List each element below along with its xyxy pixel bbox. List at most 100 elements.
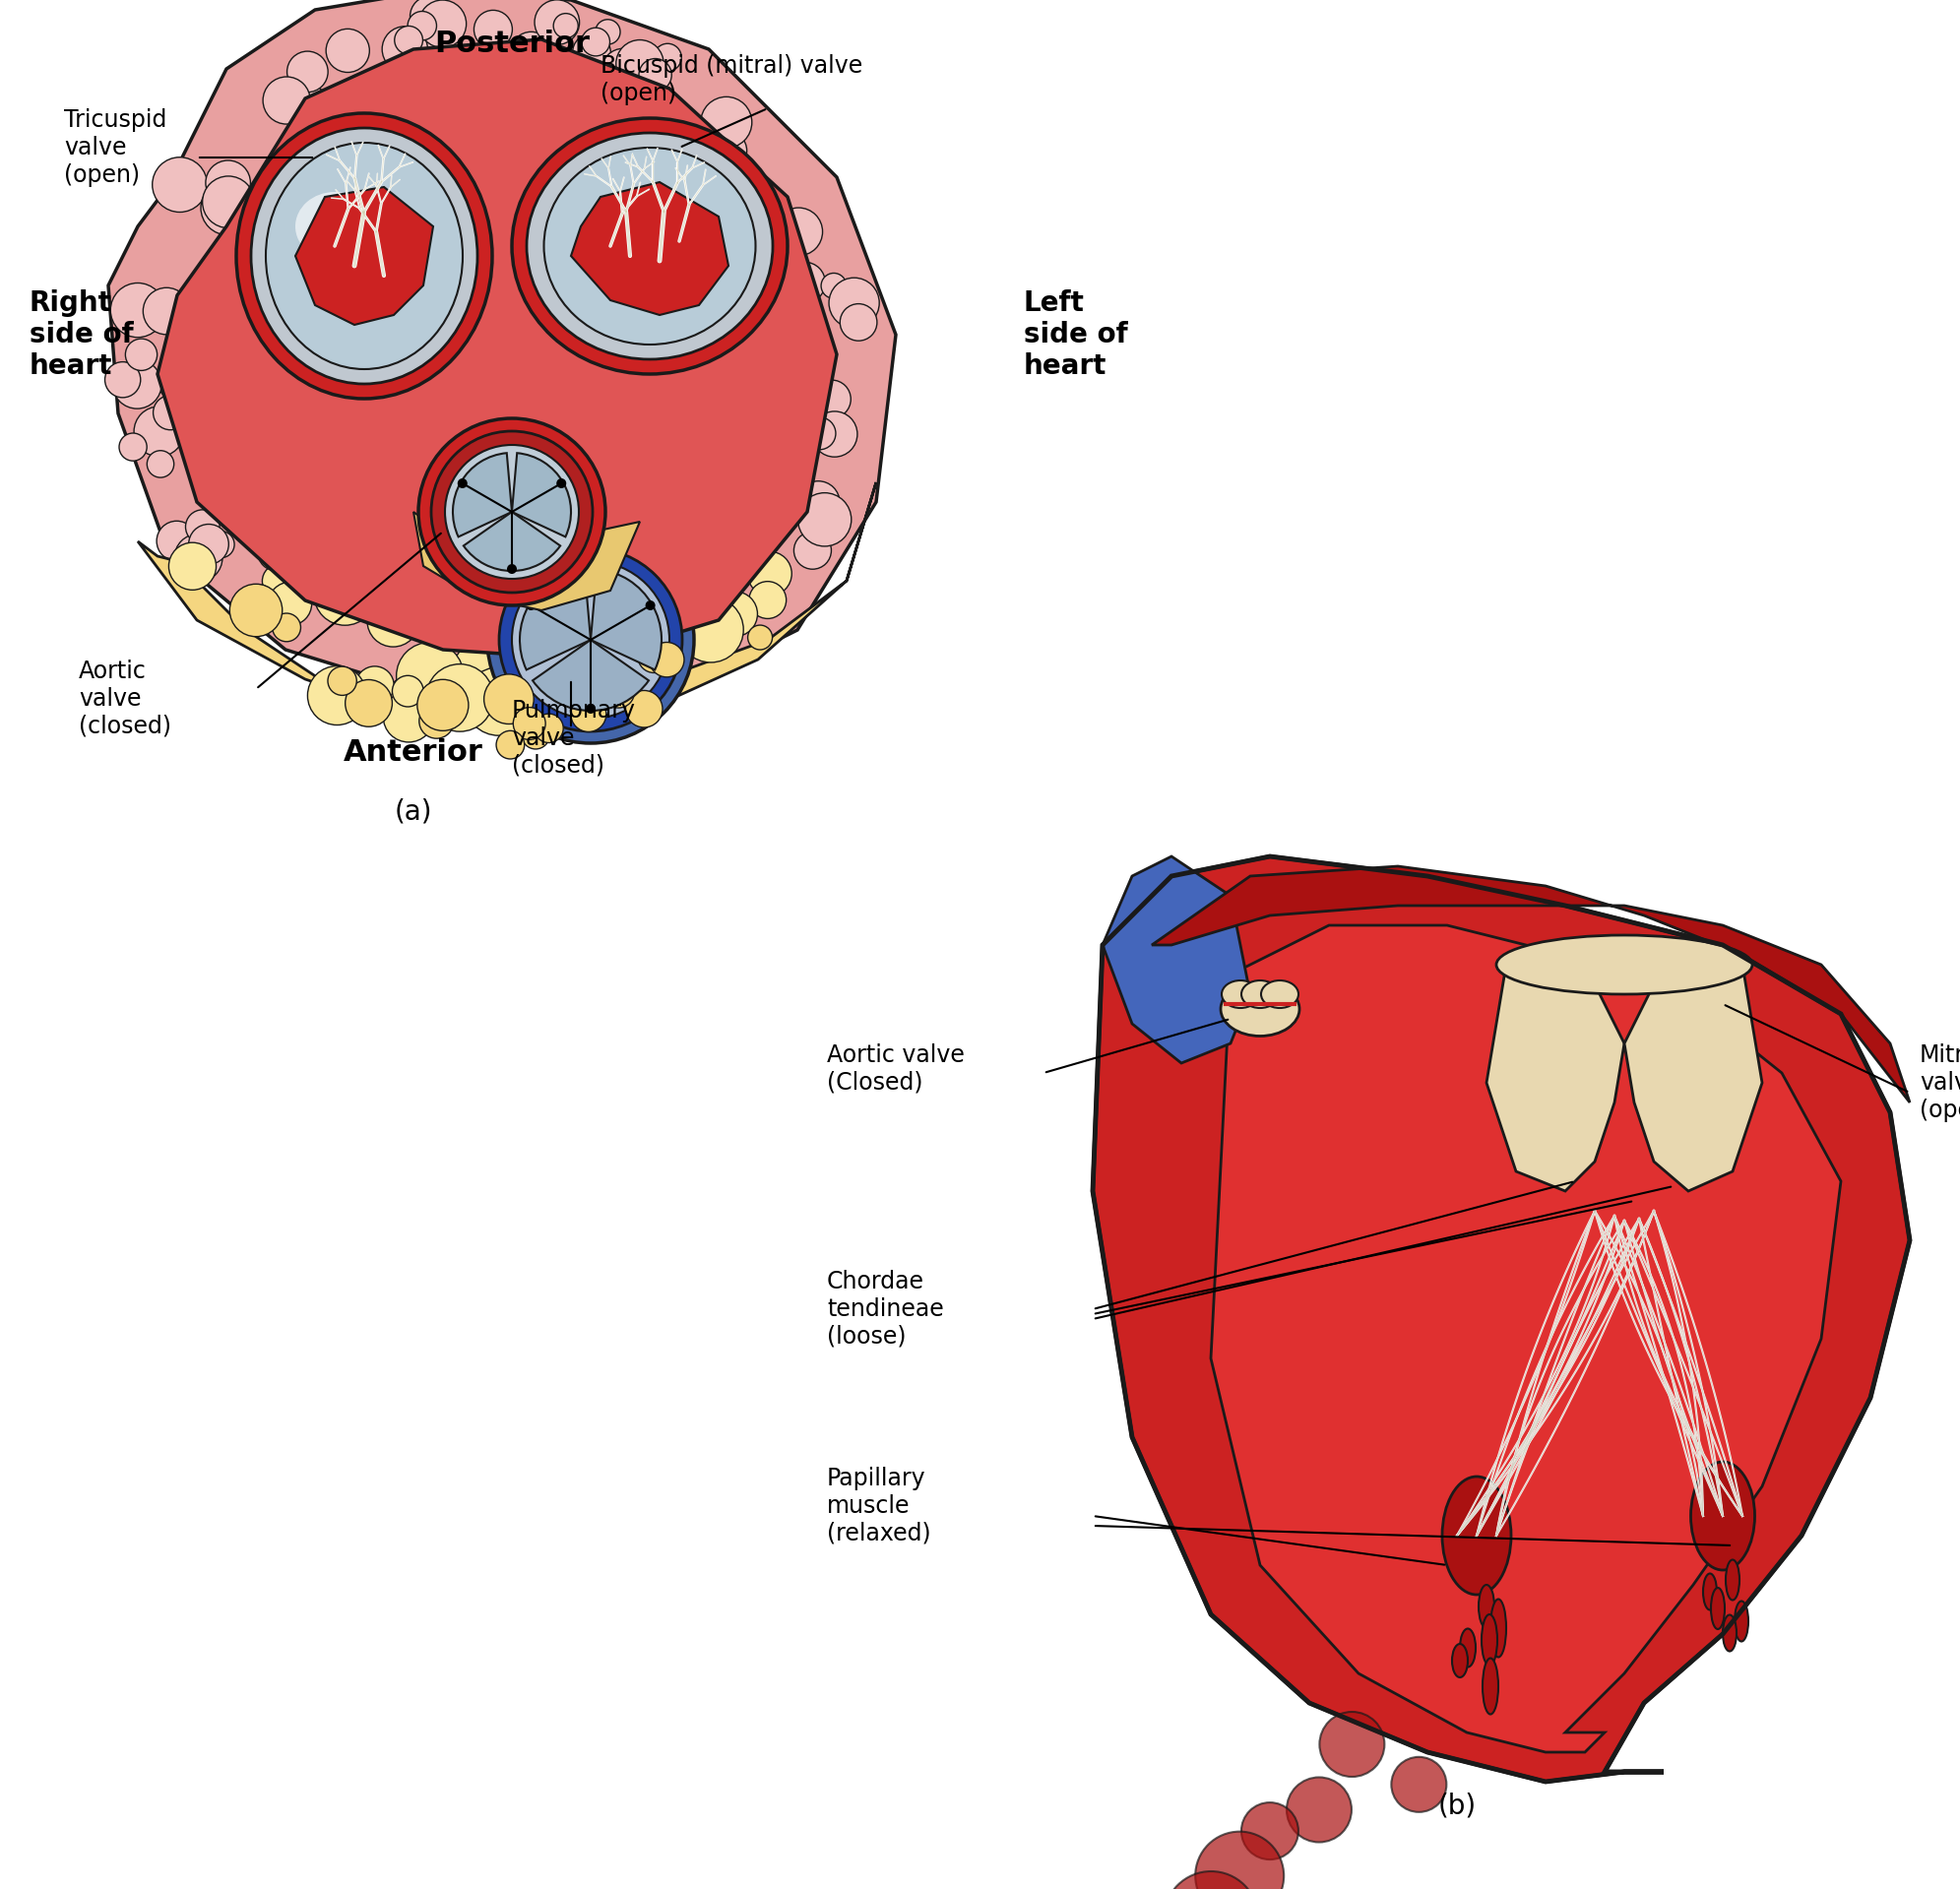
Circle shape (202, 176, 255, 229)
Polygon shape (1625, 944, 1762, 1192)
Circle shape (208, 531, 235, 557)
Circle shape (269, 582, 312, 625)
Circle shape (294, 531, 333, 570)
Circle shape (125, 338, 157, 370)
Circle shape (625, 586, 661, 620)
Circle shape (1241, 1802, 1298, 1859)
Text: Mitral
valve
(open): Mitral valve (open) (1919, 1043, 1960, 1122)
Circle shape (829, 278, 880, 329)
Circle shape (563, 599, 619, 655)
Ellipse shape (1711, 1589, 1725, 1628)
Circle shape (774, 208, 823, 255)
Text: Posterior: Posterior (433, 30, 590, 59)
Circle shape (811, 412, 857, 457)
Ellipse shape (1443, 1477, 1511, 1594)
Circle shape (637, 640, 670, 672)
Circle shape (521, 722, 549, 750)
Circle shape (263, 77, 310, 125)
Text: Chordae
tendineae
(loose): Chordae tendineae (loose) (827, 1269, 945, 1349)
Circle shape (143, 287, 190, 334)
Polygon shape (1211, 926, 1840, 1753)
Polygon shape (414, 512, 639, 610)
Circle shape (1164, 1872, 1258, 1889)
Circle shape (206, 161, 251, 206)
Wedge shape (512, 453, 570, 536)
Circle shape (749, 189, 786, 227)
Polygon shape (1103, 856, 1250, 1064)
Polygon shape (296, 187, 433, 325)
Circle shape (813, 380, 851, 417)
Circle shape (655, 43, 682, 72)
Circle shape (368, 570, 421, 621)
Text: Bicuspid (mitral) valve
(open): Bicuspid (mitral) valve (open) (600, 55, 862, 106)
Circle shape (535, 714, 563, 742)
Circle shape (602, 49, 645, 91)
Circle shape (1392, 1757, 1446, 1812)
Circle shape (523, 572, 586, 635)
Circle shape (535, 0, 580, 45)
Wedge shape (453, 453, 512, 536)
Ellipse shape (251, 128, 478, 383)
Circle shape (745, 189, 784, 229)
Circle shape (243, 584, 274, 618)
Circle shape (417, 680, 468, 731)
Wedge shape (519, 569, 590, 671)
Circle shape (625, 83, 661, 119)
Wedge shape (590, 569, 662, 671)
Circle shape (316, 538, 370, 593)
Circle shape (488, 595, 547, 655)
Circle shape (351, 695, 382, 725)
Circle shape (331, 550, 388, 606)
Circle shape (402, 25, 453, 77)
Circle shape (496, 731, 525, 759)
Ellipse shape (635, 195, 704, 249)
Circle shape (457, 478, 466, 487)
Circle shape (747, 552, 792, 595)
Circle shape (713, 591, 757, 637)
Circle shape (484, 674, 533, 723)
Ellipse shape (1460, 1628, 1476, 1666)
Circle shape (645, 601, 655, 610)
Circle shape (804, 417, 835, 450)
Circle shape (396, 642, 465, 710)
Circle shape (302, 98, 337, 134)
Circle shape (367, 595, 419, 646)
Circle shape (635, 527, 686, 580)
Ellipse shape (1691, 1462, 1754, 1570)
Circle shape (798, 493, 851, 546)
Ellipse shape (543, 147, 755, 344)
Circle shape (1319, 1711, 1384, 1778)
Circle shape (488, 536, 694, 742)
Circle shape (606, 542, 664, 601)
Circle shape (582, 578, 645, 642)
Circle shape (639, 59, 672, 91)
Text: Tricuspid
valve
(open): Tricuspid valve (open) (65, 108, 167, 187)
Ellipse shape (1241, 980, 1278, 1009)
Ellipse shape (1221, 982, 1299, 1035)
Circle shape (508, 565, 517, 574)
Circle shape (615, 40, 664, 87)
Ellipse shape (527, 132, 772, 359)
Circle shape (794, 531, 831, 569)
Circle shape (314, 563, 376, 625)
Circle shape (784, 263, 825, 302)
Text: Anterior: Anterior (343, 739, 484, 767)
Circle shape (325, 28, 370, 72)
Ellipse shape (237, 113, 492, 399)
Ellipse shape (1725, 1560, 1739, 1600)
Circle shape (596, 19, 619, 43)
Ellipse shape (267, 144, 463, 368)
Circle shape (529, 604, 568, 644)
Text: Aortic valve
(Closed): Aortic valve (Closed) (827, 1043, 964, 1094)
Circle shape (382, 26, 427, 72)
Circle shape (186, 510, 220, 544)
Circle shape (355, 667, 394, 705)
Circle shape (261, 593, 294, 627)
Circle shape (388, 672, 443, 727)
Circle shape (200, 181, 255, 234)
Circle shape (327, 667, 357, 695)
Ellipse shape (1478, 1585, 1494, 1628)
Circle shape (821, 274, 847, 298)
Circle shape (749, 582, 786, 618)
Circle shape (557, 646, 592, 680)
